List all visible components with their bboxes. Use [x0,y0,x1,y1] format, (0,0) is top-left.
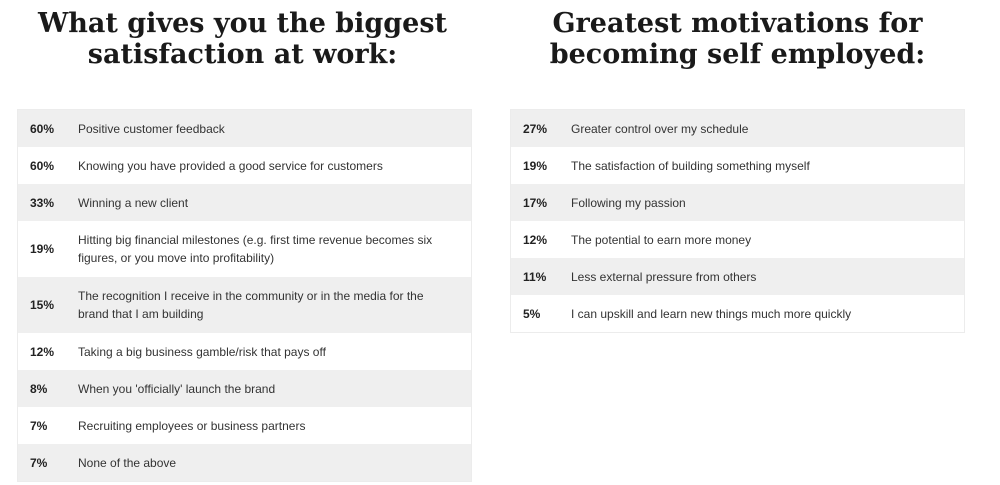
row-label: I can upskill and learn new things much … [571,306,852,321]
table-row: 12% The potential to earn more money [511,221,964,258]
row-percent: 12% [30,344,55,359]
satisfaction-table: 60% Positive customer feedback 60% Knowing … [17,109,472,482]
table-row: 5% I can upskill and learn new things muc… [511,295,964,332]
table-row: 17% Following my passion [511,184,964,221]
row-percent: 19% [30,242,55,256]
row-label: Less external pressure from others [571,269,757,284]
row-percent: 7% [30,455,48,470]
row-label: None of the above [78,455,177,470]
row-label: Knowing you have provided a good service… [78,158,383,173]
table-row: 11% Less external pressure from others [511,258,964,295]
satisfaction-title: What gives you the biggest satisfaction … [37,8,448,70]
row-label: Winning a new client [78,195,189,210]
row-percent: 27% [523,121,548,136]
row-percent: 33% [30,195,55,210]
row-percent: 60% [30,158,55,173]
row-percent: 15% [30,298,55,312]
row-label: The satisfaction of building something m… [571,158,810,173]
row-label: Taking a big business gamble/risk that p… [78,344,326,359]
table-row: 19% The satisfaction of building somethin… [511,147,964,184]
row-label: Greater control over my schedule [571,121,749,136]
table-row: 8% When you 'officially' launch the brand [18,370,471,407]
row-label: The recognition I receive in the communi… [78,289,424,321]
table-row: 12% Taking a big business gamble/risk tha… [18,333,471,370]
row-percent: 12% [523,232,548,247]
table-row: 19% Hitting big financial milestones (e.g… [18,221,471,277]
row-percent: 5% [523,306,541,321]
row-label: Hitting big financial milestones (e.g. f… [78,233,433,265]
motivations-title: Greatest motivations for becoming self e… [549,8,926,70]
row-label: Following my passion [571,195,686,210]
table-row: 15% The recognition I receive in the comm… [18,277,471,333]
table-row: 60% Positive customer feedback [18,110,471,147]
row-label: When you 'officially' launch the brand [78,381,276,396]
table-row: 7% None of the above [18,444,471,481]
row-percent: 7% [30,418,48,433]
table-row: 7% Recruiting employees or business partn… [18,407,471,444]
motivations-table: 27% Greater control over my schedule 19% Th… [510,109,965,333]
row-percent: 19% [523,158,548,173]
row-percent: 17% [523,195,548,210]
row-percent: 11% [523,269,547,284]
row-percent: 60% [30,121,55,136]
row-percent: 8% [30,381,48,396]
row-label: Recruiting employees or business partner… [78,418,306,433]
table-row: 60% Knowing you have provided a good serv… [18,147,471,184]
row-label: Positive customer feedback [78,121,225,136]
table-row: 27% Greater control over my schedule [511,110,964,147]
table-row: 33% Winning a new client [18,184,471,221]
row-label: The potential to earn more money [571,232,752,247]
